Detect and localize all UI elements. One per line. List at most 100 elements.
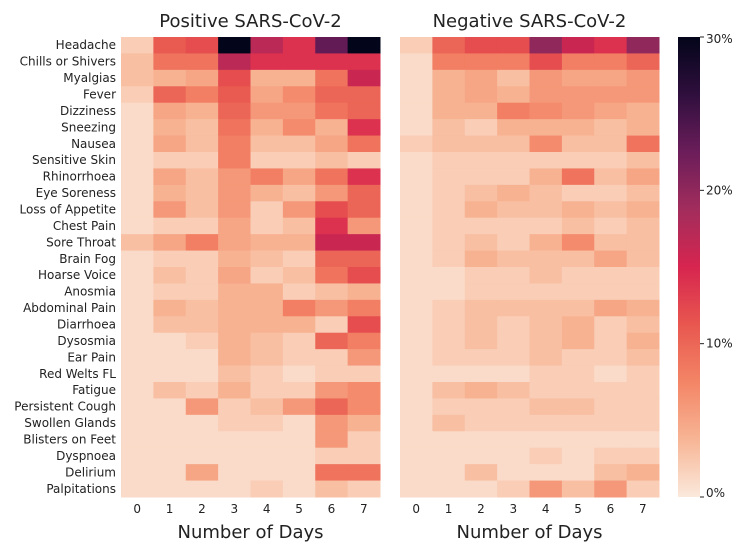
heatmap-cell	[529, 447, 563, 465]
heatmap-cell	[185, 332, 219, 350]
row-label: Sensitive Skin	[32, 153, 116, 167]
heatmap-cell	[153, 69, 187, 87]
heatmap-cell	[432, 464, 466, 482]
heatmap-cell	[497, 382, 531, 399]
heatmap-cell	[153, 431, 187, 449]
heatmap-cell	[529, 480, 563, 498]
heatmap-cell	[218, 414, 252, 432]
heatmap-cell	[315, 480, 349, 498]
heatmap-cell	[347, 447, 381, 465]
heatmap-cell	[497, 464, 531, 482]
heatmap-cell	[218, 349, 252, 367]
heatmap-cell	[464, 184, 498, 202]
heatmap-cell	[594, 267, 628, 284]
heatmap-cell	[250, 119, 284, 137]
heatmap-cell	[400, 201, 433, 219]
heatmap-cell	[218, 234, 252, 252]
heatmap-cell	[400, 447, 433, 465]
heatmap-cell	[347, 69, 381, 87]
heatmap-cell	[529, 152, 563, 169]
heatmap-cell	[529, 168, 563, 186]
heatmap-cell	[250, 201, 284, 219]
heatmap-cell	[400, 135, 433, 153]
heatmap-cell	[594, 135, 628, 153]
x-tick-label: 3	[509, 502, 517, 516]
heatmap-cell	[594, 283, 628, 301]
heatmap-cell	[594, 431, 628, 449]
heatmap-cell	[153, 480, 187, 498]
heatmap-cell	[185, 414, 219, 432]
heatmap-panel: Positive SARS-CoV-2 0 1 2 3 4 5 6 7 Number of Day…	[121, 11, 381, 543]
row-label: Fatigue	[72, 383, 116, 397]
row-label: Sore Throat	[46, 235, 116, 249]
heatmap-cell	[315, 69, 349, 87]
heatmap-cell	[218, 283, 252, 301]
heatmap-cell	[121, 86, 154, 104]
heatmap-cell	[464, 135, 498, 153]
heatmap-cell	[315, 464, 349, 482]
heatmap-cell	[561, 152, 595, 169]
heatmap-cell	[282, 119, 316, 137]
heatmap-cell	[626, 283, 660, 301]
heatmap-cell	[561, 447, 595, 465]
heatmap-cell	[626, 398, 660, 416]
heatmap-cell	[121, 119, 154, 137]
heatmap-cell	[497, 86, 531, 104]
heatmap-cell	[626, 69, 660, 87]
heatmap-cell	[282, 365, 316, 383]
heatmap-cell	[347, 37, 381, 54]
heatmap-cell	[594, 464, 628, 482]
heatmap-cell	[626, 119, 660, 137]
heatmap-cell	[282, 316, 316, 334]
heatmap-cell	[250, 267, 284, 284]
heatmap-cell	[282, 152, 316, 169]
heatmap-cell	[464, 283, 498, 301]
row-label: Ear Pain	[67, 350, 116, 364]
heatmap-cell	[561, 464, 595, 482]
heatmap-cell	[464, 37, 498, 54]
heatmap-cell	[529, 316, 563, 334]
heatmap-cell	[153, 332, 187, 350]
colorbar-tick-label: 30%	[706, 32, 733, 46]
heatmap-cell	[464, 398, 498, 416]
heatmap-cell	[121, 299, 154, 317]
heatmap-cell	[529, 267, 563, 284]
x-tick-label: 3	[230, 502, 238, 516]
x-tick-label: 5	[295, 502, 303, 516]
heatmap-cell	[282, 349, 316, 367]
heatmap-cell	[250, 69, 284, 87]
heatmap-cell	[464, 480, 498, 498]
heatmap-cell	[315, 168, 349, 186]
heatmap-cell	[432, 382, 466, 399]
heatmap-cell	[561, 53, 595, 71]
heatmap-cell	[529, 250, 563, 268]
row-label: Dyspnoea	[56, 449, 116, 463]
heatmap-cell	[464, 267, 498, 284]
heatmap-cell	[315, 447, 349, 465]
heatmap-cell	[121, 365, 154, 383]
heatmap-cell	[626, 53, 660, 71]
heatmap-cell	[250, 480, 284, 498]
heatmap-cell	[153, 37, 187, 54]
heatmap-cell	[561, 37, 595, 54]
heatmap-cell	[153, 102, 187, 120]
heatmap-cell	[529, 365, 563, 383]
heatmap-cell	[432, 184, 466, 202]
heatmap-cell	[250, 431, 284, 449]
heatmap-cell	[315, 119, 349, 137]
heatmap-cell	[529, 201, 563, 219]
heatmap-cell	[282, 447, 316, 465]
heatmap-cell	[347, 250, 381, 268]
heatmap-cell	[282, 267, 316, 284]
heatmap-cell	[185, 299, 219, 317]
heatmap-cell	[400, 431, 433, 449]
heatmap-cell	[282, 299, 316, 317]
heatmap-cell	[218, 201, 252, 219]
heatmap-cell	[400, 217, 433, 235]
heatmap-cell	[250, 464, 284, 482]
heatmap-cell	[121, 316, 154, 334]
heatmap-cell	[315, 37, 349, 54]
heatmap-cell	[250, 184, 284, 202]
heatmap-cell	[315, 135, 349, 153]
heatmap-cell	[153, 464, 187, 482]
